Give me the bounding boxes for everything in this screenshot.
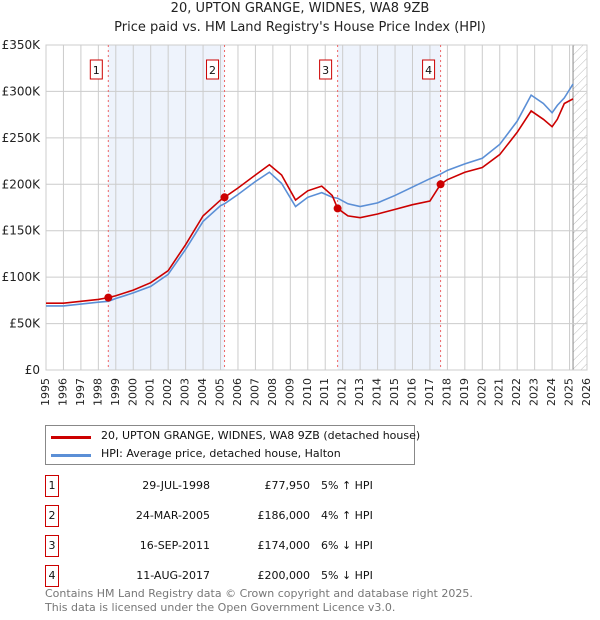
x-tick-label: 2011 bbox=[318, 378, 331, 406]
sale-date: 16-SEP-2011 bbox=[139, 539, 210, 552]
x-tick-label: 2001 bbox=[144, 378, 157, 406]
sale-point bbox=[220, 193, 229, 202]
chart-subtitle: Price paid vs. HM Land Registry's House … bbox=[114, 20, 486, 35]
x-tick-label: 2007 bbox=[248, 378, 261, 406]
sale-marker-label: 2 bbox=[209, 64, 216, 77]
legend-swatch-property bbox=[51, 436, 91, 439]
sale-hpi-diff: 5% ↓ HPI bbox=[321, 569, 373, 582]
x-tick-label: 2010 bbox=[301, 378, 314, 406]
x-tick-label: 1995 bbox=[39, 378, 52, 406]
sale-number: 2 bbox=[45, 505, 59, 527]
sale-row: 4 11-AUG-2017 £200,000 5% ↓ HPI bbox=[45, 565, 545, 587]
sale-number: 1 bbox=[45, 475, 59, 497]
x-tick-label: 2025 bbox=[563, 378, 576, 406]
x-tick-label: 2026 bbox=[580, 378, 593, 406]
footer-line-2: This data is licensed under the Open Gov… bbox=[45, 601, 396, 614]
sale-marker-label: 1 bbox=[93, 64, 100, 77]
price-chart: 1995 1996 1997 1998 1999 2000 2001 2002 2003 2004… bbox=[2, 38, 593, 406]
x-tick-label: 1999 bbox=[109, 378, 122, 406]
x-tick-label: 2016 bbox=[405, 378, 418, 406]
sale-price: £77,950 bbox=[264, 479, 311, 492]
sale-row: 3 16-SEP-2011 £174,000 6% ↓ HPI bbox=[45, 535, 545, 557]
sale-date: 24-MAR-2005 bbox=[135, 509, 210, 522]
x-tick-label: 2002 bbox=[161, 378, 174, 406]
sale-number: 4 bbox=[45, 565, 59, 587]
sale-marker-box bbox=[89, 59, 103, 80]
legend-label-hpi: HPI: Average price, detached house, Halt… bbox=[101, 447, 341, 460]
y-tick-label: £350K bbox=[2, 38, 42, 52]
sale-marker-label: 3 bbox=[322, 64, 329, 77]
x-tick-label: 2005 bbox=[214, 378, 227, 406]
y-tick-label: £50K bbox=[9, 317, 41, 331]
x-tick-label: 2019 bbox=[458, 378, 471, 406]
x-tick-label: 2024 bbox=[545, 378, 558, 406]
legend-label-property: 20, UPTON GRANGE, WIDNES, WA8 9ZB (detac… bbox=[101, 429, 421, 442]
x-tick-label: 2017 bbox=[423, 378, 436, 406]
property-price-line bbox=[46, 98, 574, 304]
footer-line-1: Contains HM Land Registry data © Crown c… bbox=[45, 587, 473, 600]
x-tick-label: 2021 bbox=[493, 378, 506, 406]
legend-swatch-hpi bbox=[51, 454, 91, 457]
sale-point bbox=[104, 293, 113, 302]
x-tick-label: 2014 bbox=[371, 378, 384, 406]
legend: 20, UPTON GRANGE, WIDNES, WA8 9ZB (detac… bbox=[45, 425, 420, 465]
sale-marker-label: 4 bbox=[425, 64, 432, 77]
sale-point bbox=[333, 204, 342, 213]
sale-hpi-diff: 6% ↓ HPI bbox=[321, 539, 373, 552]
x-tick-label: 2023 bbox=[528, 378, 541, 406]
footer: Contains HM Land Registry data © Crown c… bbox=[45, 587, 473, 615]
x-tick-label: 1997 bbox=[74, 378, 87, 406]
sale-row: 1 29-JUL-1998 £77,950 5% ↑ HPI bbox=[45, 475, 545, 497]
x-tick-label: 2018 bbox=[440, 378, 453, 406]
sale-price: £200,000 bbox=[257, 569, 311, 582]
sale-marker-box bbox=[206, 59, 220, 80]
sale-hpi-diff: 4% ↑ HPI bbox=[321, 509, 373, 522]
sale-marker-box bbox=[422, 59, 436, 80]
sale-price: £174,000 bbox=[257, 539, 311, 552]
x-tick-label: 1998 bbox=[91, 378, 104, 406]
x-tick-label: 2003 bbox=[179, 378, 192, 406]
sale-number: 3 bbox=[45, 535, 59, 557]
x-tick-label: 2015 bbox=[388, 378, 401, 406]
sale-price: £186,000 bbox=[257, 509, 311, 522]
sale-row: 2 24-MAR-2005 £186,000 4% ↑ HPI bbox=[45, 505, 545, 527]
y-tick-label: £200K bbox=[2, 177, 42, 191]
sale-date: 11-AUG-2017 bbox=[136, 569, 210, 582]
sale-date: 29-JUL-1998 bbox=[142, 479, 210, 492]
x-tick-label: 2004 bbox=[196, 378, 209, 406]
y-tick-label: £250K bbox=[2, 131, 42, 145]
y-tick-label: £0 bbox=[25, 363, 40, 377]
y-tick-label: £150K bbox=[2, 224, 42, 238]
x-tick-label: 2009 bbox=[283, 378, 296, 406]
y-tick-label: £100K bbox=[2, 270, 42, 284]
x-tick-label: 2013 bbox=[353, 378, 366, 406]
hpi-line bbox=[46, 83, 574, 307]
plot-border bbox=[45, 44, 588, 371]
x-tick-label: 1996 bbox=[56, 378, 69, 406]
sale-point bbox=[436, 180, 445, 189]
shaded-range bbox=[337, 45, 441, 370]
forecast-hatch bbox=[573, 45, 587, 370]
x-tick-label: 2006 bbox=[231, 378, 244, 406]
shaded-range bbox=[108, 45, 225, 370]
x-tick-label: 2020 bbox=[475, 378, 488, 406]
chart-title: 20, UPTON GRANGE, WIDNES, WA8 9ZB bbox=[170, 1, 430, 16]
sale-marker-box bbox=[319, 59, 333, 80]
y-tick-label: £300K bbox=[2, 84, 42, 98]
x-tick-label: 2012 bbox=[336, 378, 349, 406]
x-tick-label: 2000 bbox=[126, 378, 139, 406]
sale-hpi-diff: 5% ↑ HPI bbox=[321, 479, 373, 492]
x-tick-label: 2022 bbox=[510, 378, 523, 406]
x-tick-label: 2008 bbox=[266, 378, 279, 406]
